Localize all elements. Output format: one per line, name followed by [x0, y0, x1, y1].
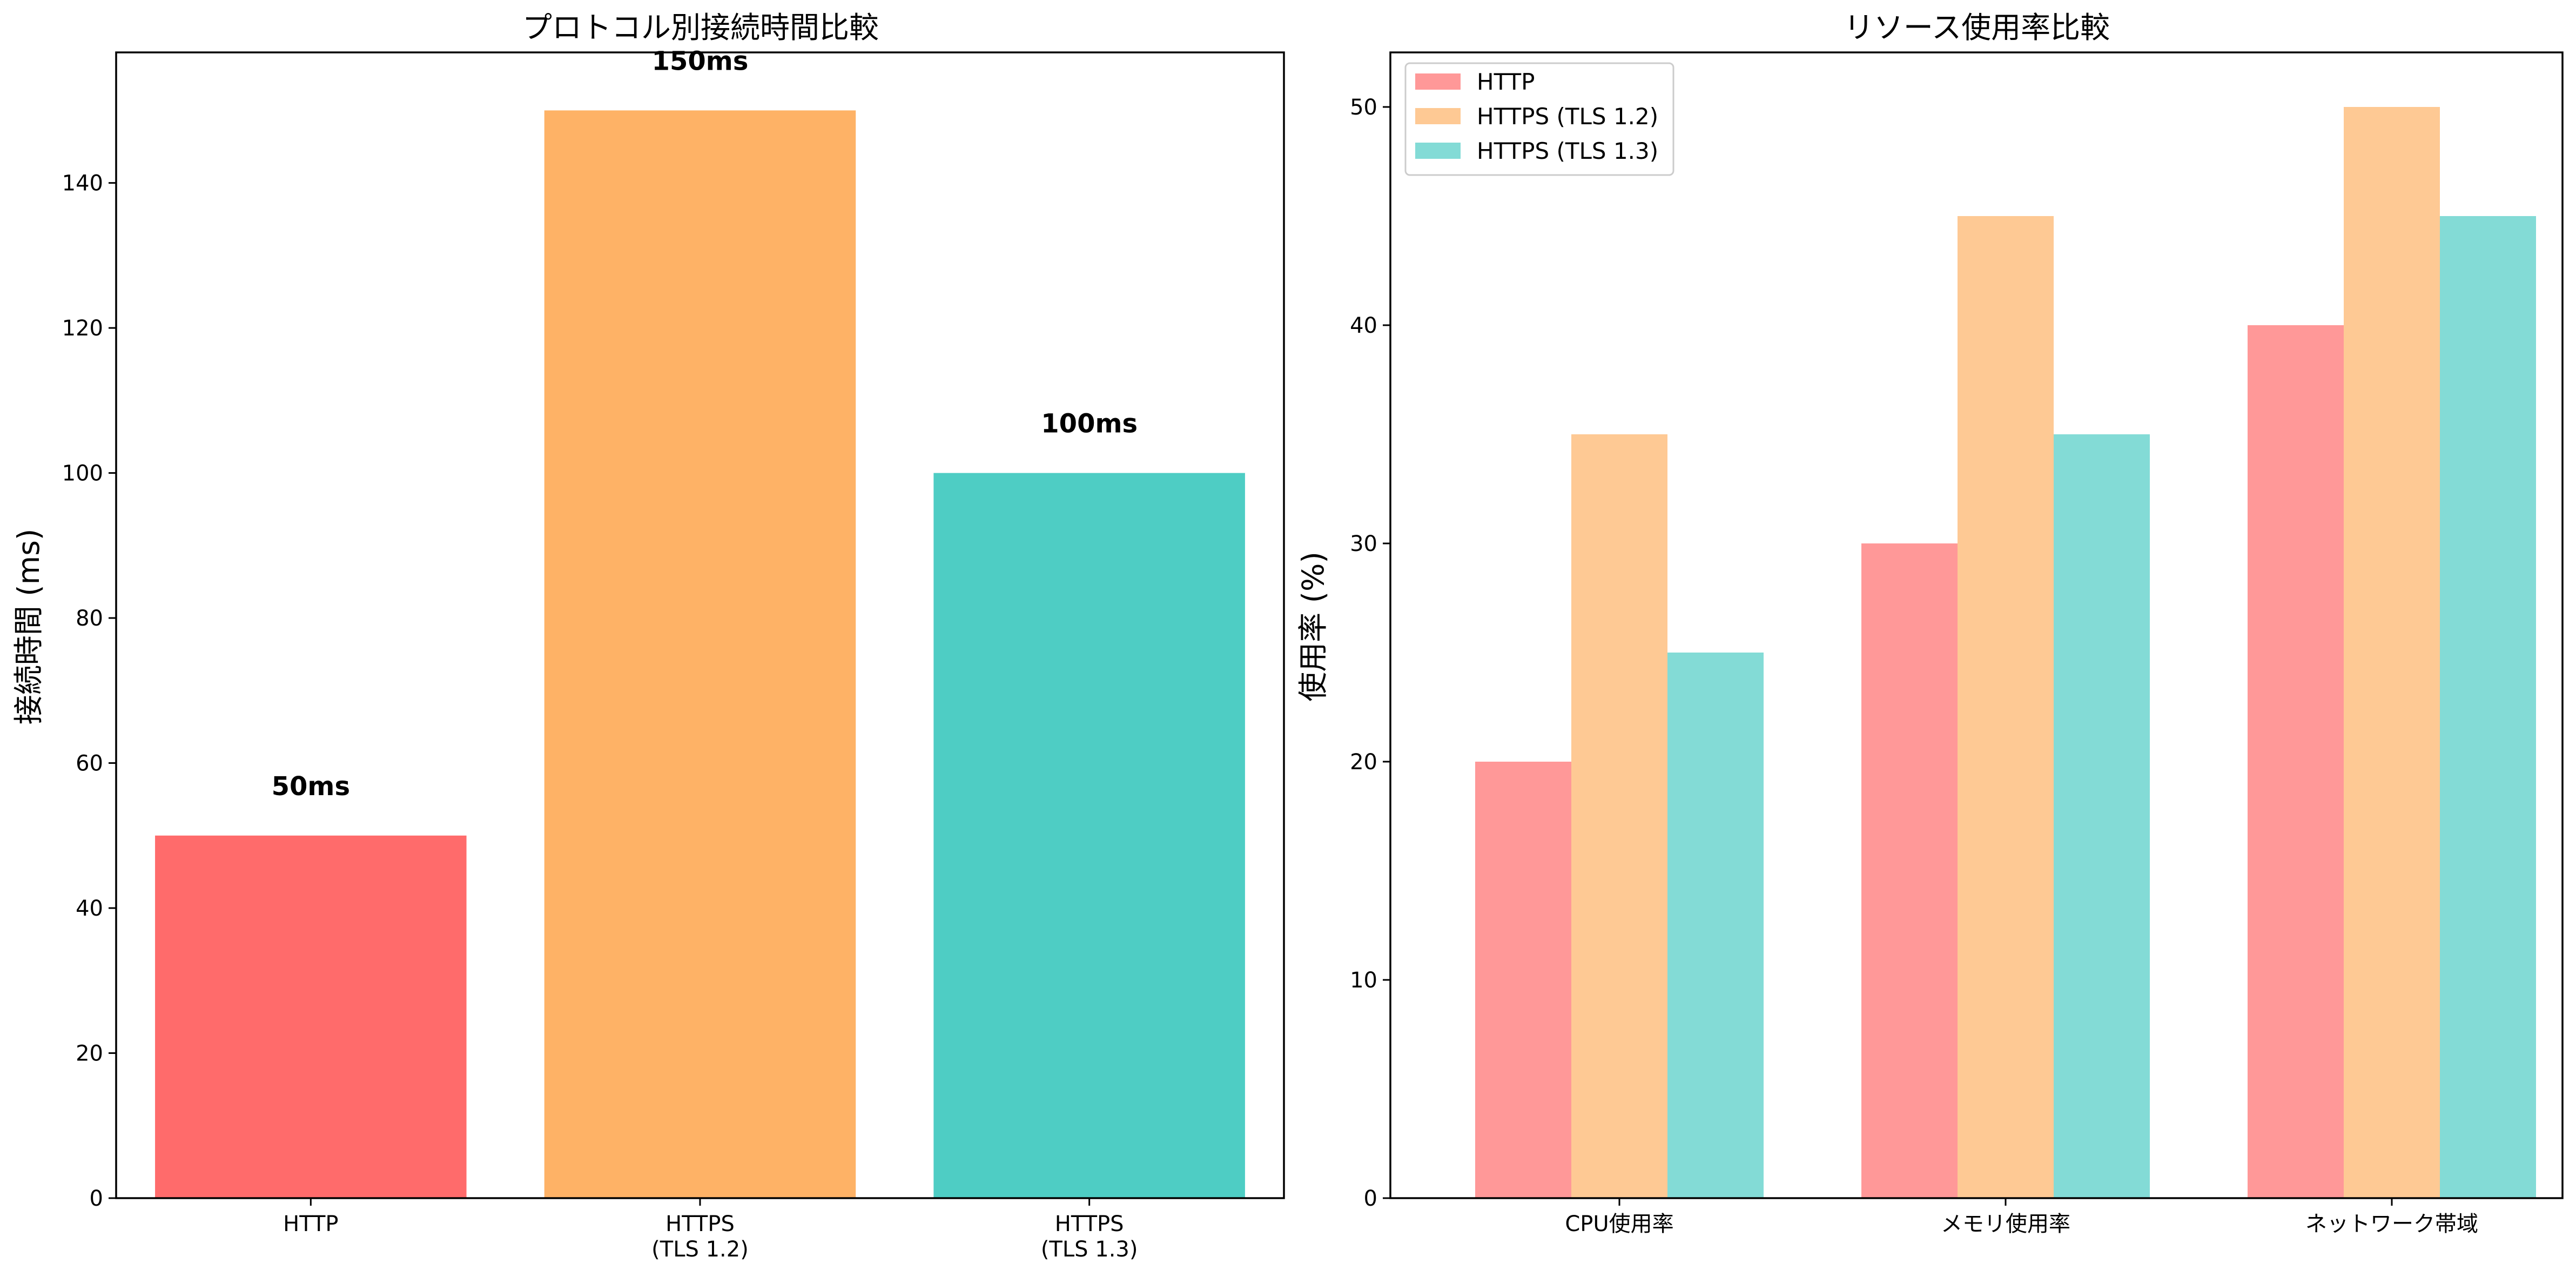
y-tick-label: 140	[62, 171, 103, 196]
y-tick-label: 0	[90, 1186, 103, 1211]
data-label: 100ms	[1041, 409, 1138, 439]
chart-title: リソース使用率比較	[1844, 10, 2110, 45]
data-labels: 50ms 150ms 100ms	[272, 46, 1138, 801]
x-ticks: CPU使用率 メモリ使用率 ネットワーク帯域	[1565, 1198, 2478, 1236]
y-tick-label: 20	[1350, 750, 1377, 775]
legend-frame	[1404, 62, 1674, 176]
x-tick-label: (TLS 1.3)	[1041, 1237, 1138, 1262]
y-tick-label: 40	[1350, 313, 1377, 338]
bars	[1475, 107, 2536, 1198]
legend-swatch	[1415, 143, 1461, 159]
x-tick-label: HTTPS	[1055, 1212, 1124, 1236]
bars	[155, 110, 1245, 1198]
plot-frame	[1389, 51, 2564, 1199]
y-tick-label: 10	[1350, 968, 1377, 993]
x-tick-label: メモリ使用率	[1941, 1212, 2070, 1236]
bar	[933, 473, 1245, 1198]
y-tick-label: 80	[76, 606, 103, 631]
bar	[1667, 653, 1764, 1198]
legend-label: HTTPS (TLS 1.3)	[1477, 138, 1658, 164]
x-ticks: HTTP HTTPS(TLS 1.2)HTTPS(TLS 1.3)	[283, 1198, 1138, 1262]
y-tick-label: 60	[76, 751, 103, 776]
legend-swatch	[1415, 73, 1461, 90]
bar	[1571, 434, 1667, 1198]
y-ticks: 0 10 20 30 40 50	[1350, 95, 1390, 1211]
bar	[1475, 762, 1571, 1198]
y-tick-label: 0	[1364, 1186, 1377, 1211]
plot-frame	[115, 51, 1285, 1199]
legend-label: HTTP	[1477, 69, 1535, 95]
y-tick-label: 100	[62, 461, 103, 486]
x-tick-label: (TLS 1.2)	[651, 1237, 749, 1262]
bar	[1958, 216, 2054, 1198]
y-axis-label: 接続時間 (ms)	[11, 529, 46, 725]
bar	[2054, 434, 2150, 1198]
bar	[155, 835, 467, 1198]
x-tick-label: CPU使用率	[1565, 1212, 1673, 1236]
legend-label: HTTPS (TLS 1.2)	[1477, 103, 1658, 130]
y-ticks: 0 20 40 60 80 100 120 140	[62, 171, 116, 1211]
resource-usage-chart: リソース使用率比較 使用率 (%) 0 10 20 30 40 50 CPU使用率 メモリ使…	[1296, 10, 2564, 1236]
bar	[1861, 543, 1958, 1198]
y-tick-label: 120	[62, 316, 103, 341]
y-axis-label: 使用率 (%)	[1296, 552, 1330, 702]
x-tick-label: HTTP	[283, 1212, 338, 1236]
bar	[2440, 216, 2536, 1198]
y-tick-label: 50	[1350, 95, 1377, 120]
bar	[2344, 107, 2440, 1198]
x-tick-label: HTTPS	[665, 1212, 735, 1236]
data-label: 50ms	[272, 771, 350, 802]
x-tick-label: ネットワーク帯域	[2305, 1212, 2478, 1236]
y-tick-label: 30	[1350, 532, 1377, 556]
bar	[2248, 325, 2344, 1198]
y-tick-label: 20	[76, 1041, 103, 1066]
data-label: 150ms	[652, 46, 749, 76]
legend-swatch	[1415, 108, 1461, 124]
y-tick-label: 40	[76, 896, 103, 921]
bar	[544, 110, 856, 1198]
connection-time-chart: プロトコル別接続時間比較 接続時間 (ms) 50ms 150ms 100ms 0 2…	[11, 10, 1285, 1262]
chart-title: プロトコル別接続時間比較	[522, 10, 879, 45]
legend: HTTP HTTPS (TLS 1.2) HTTPS (TLS 1.3)	[1404, 62, 1674, 176]
